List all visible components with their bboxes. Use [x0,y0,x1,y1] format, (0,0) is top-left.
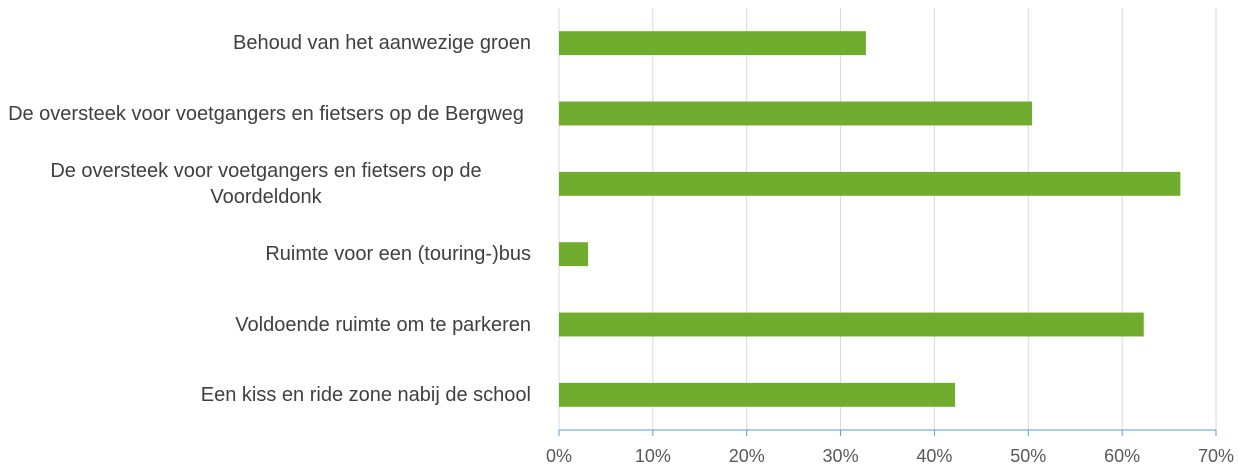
x-tick-label: 30% [823,446,859,466]
x-tick-label: 20% [729,446,765,466]
x-tick-label: 40% [916,446,952,466]
y-tick-label: Behoud van het aanwezige groen [232,32,531,55]
y-tick-label: De oversteek voor voetgangers en fietser… [50,159,482,208]
bar [559,382,956,407]
y-tick-label: Voldoende ruimte om te parkeren [235,313,531,336]
x-tick-label: 50% [1010,446,1046,466]
x-tick-label: 70% [1198,446,1234,466]
x-tick-label: 60% [1104,446,1140,466]
y-tick-label: Een kiss en ride zone nabij de school [200,383,531,406]
x-tick-label: 10% [635,446,671,466]
y-tick-label: Ruimte voor een (touring-)bus [265,243,531,266]
bar [559,312,1144,337]
y-tick-label: De oversteek voor voetgangers en fietser… [8,102,524,125]
x-tick-label: 0% [546,446,572,466]
bar [559,101,1033,126]
bar [559,171,1181,196]
bar [559,31,866,56]
bar [559,242,589,267]
